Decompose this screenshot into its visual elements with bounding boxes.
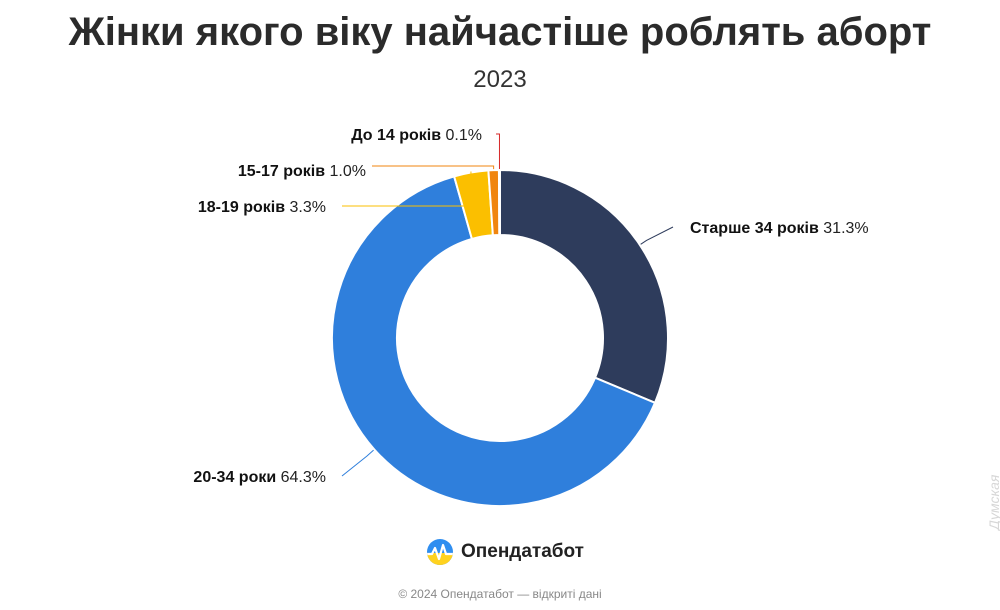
- opendatabot-logo-icon: [427, 539, 453, 565]
- slice-label: 20-34 роки 64.3%: [193, 469, 326, 486]
- slice-label: До 14 років 0.1%: [351, 127, 482, 144]
- donut-slice: [499, 168, 669, 405]
- slice-connector-line: [640, 226, 674, 245]
- slice-connector-line: [342, 171, 472, 207]
- slice-label-name: 20-34 роки: [193, 469, 280, 486]
- slice-label-name: Старше 34 років: [690, 220, 823, 237]
- slice-label-name: 15-17 років: [238, 163, 330, 180]
- footer-copyright: © 2024 Опендатабот — відкриті дані: [398, 587, 602, 601]
- donut-slice: [497, 168, 501, 237]
- slice-label-value: 3.3%: [290, 199, 326, 216]
- watermark: Думская: [986, 474, 1000, 530]
- slice-label-value: 31.3%: [823, 220, 868, 237]
- chart-title: Жінки якого віку найчастіше роблять абор…: [68, 10, 932, 54]
- slice-label-value: 0.1%: [446, 127, 482, 144]
- donut-slice: [331, 175, 657, 507]
- slice-connector-line: [496, 133, 500, 170]
- slice-connector-line: [341, 449, 374, 477]
- slice-connector-line: [372, 165, 495, 170]
- slice-label-value: 1.0%: [330, 163, 366, 180]
- brand: Опендатабот: [426, 536, 584, 568]
- slice-label: 15-17 років 1.0%: [238, 163, 366, 180]
- slice-label: 18-19 років 3.3%: [198, 199, 326, 216]
- slice-label-name: До 14 років: [351, 127, 445, 144]
- slice-label: Старше 34 років 31.3%: [690, 220, 869, 237]
- slice-label-value: 64.3%: [281, 469, 326, 486]
- slice-label-name: 18-19 років: [198, 199, 290, 216]
- brand-name: Опендатабот: [461, 541, 584, 562]
- chart-subtitle: 2023: [473, 66, 527, 93]
